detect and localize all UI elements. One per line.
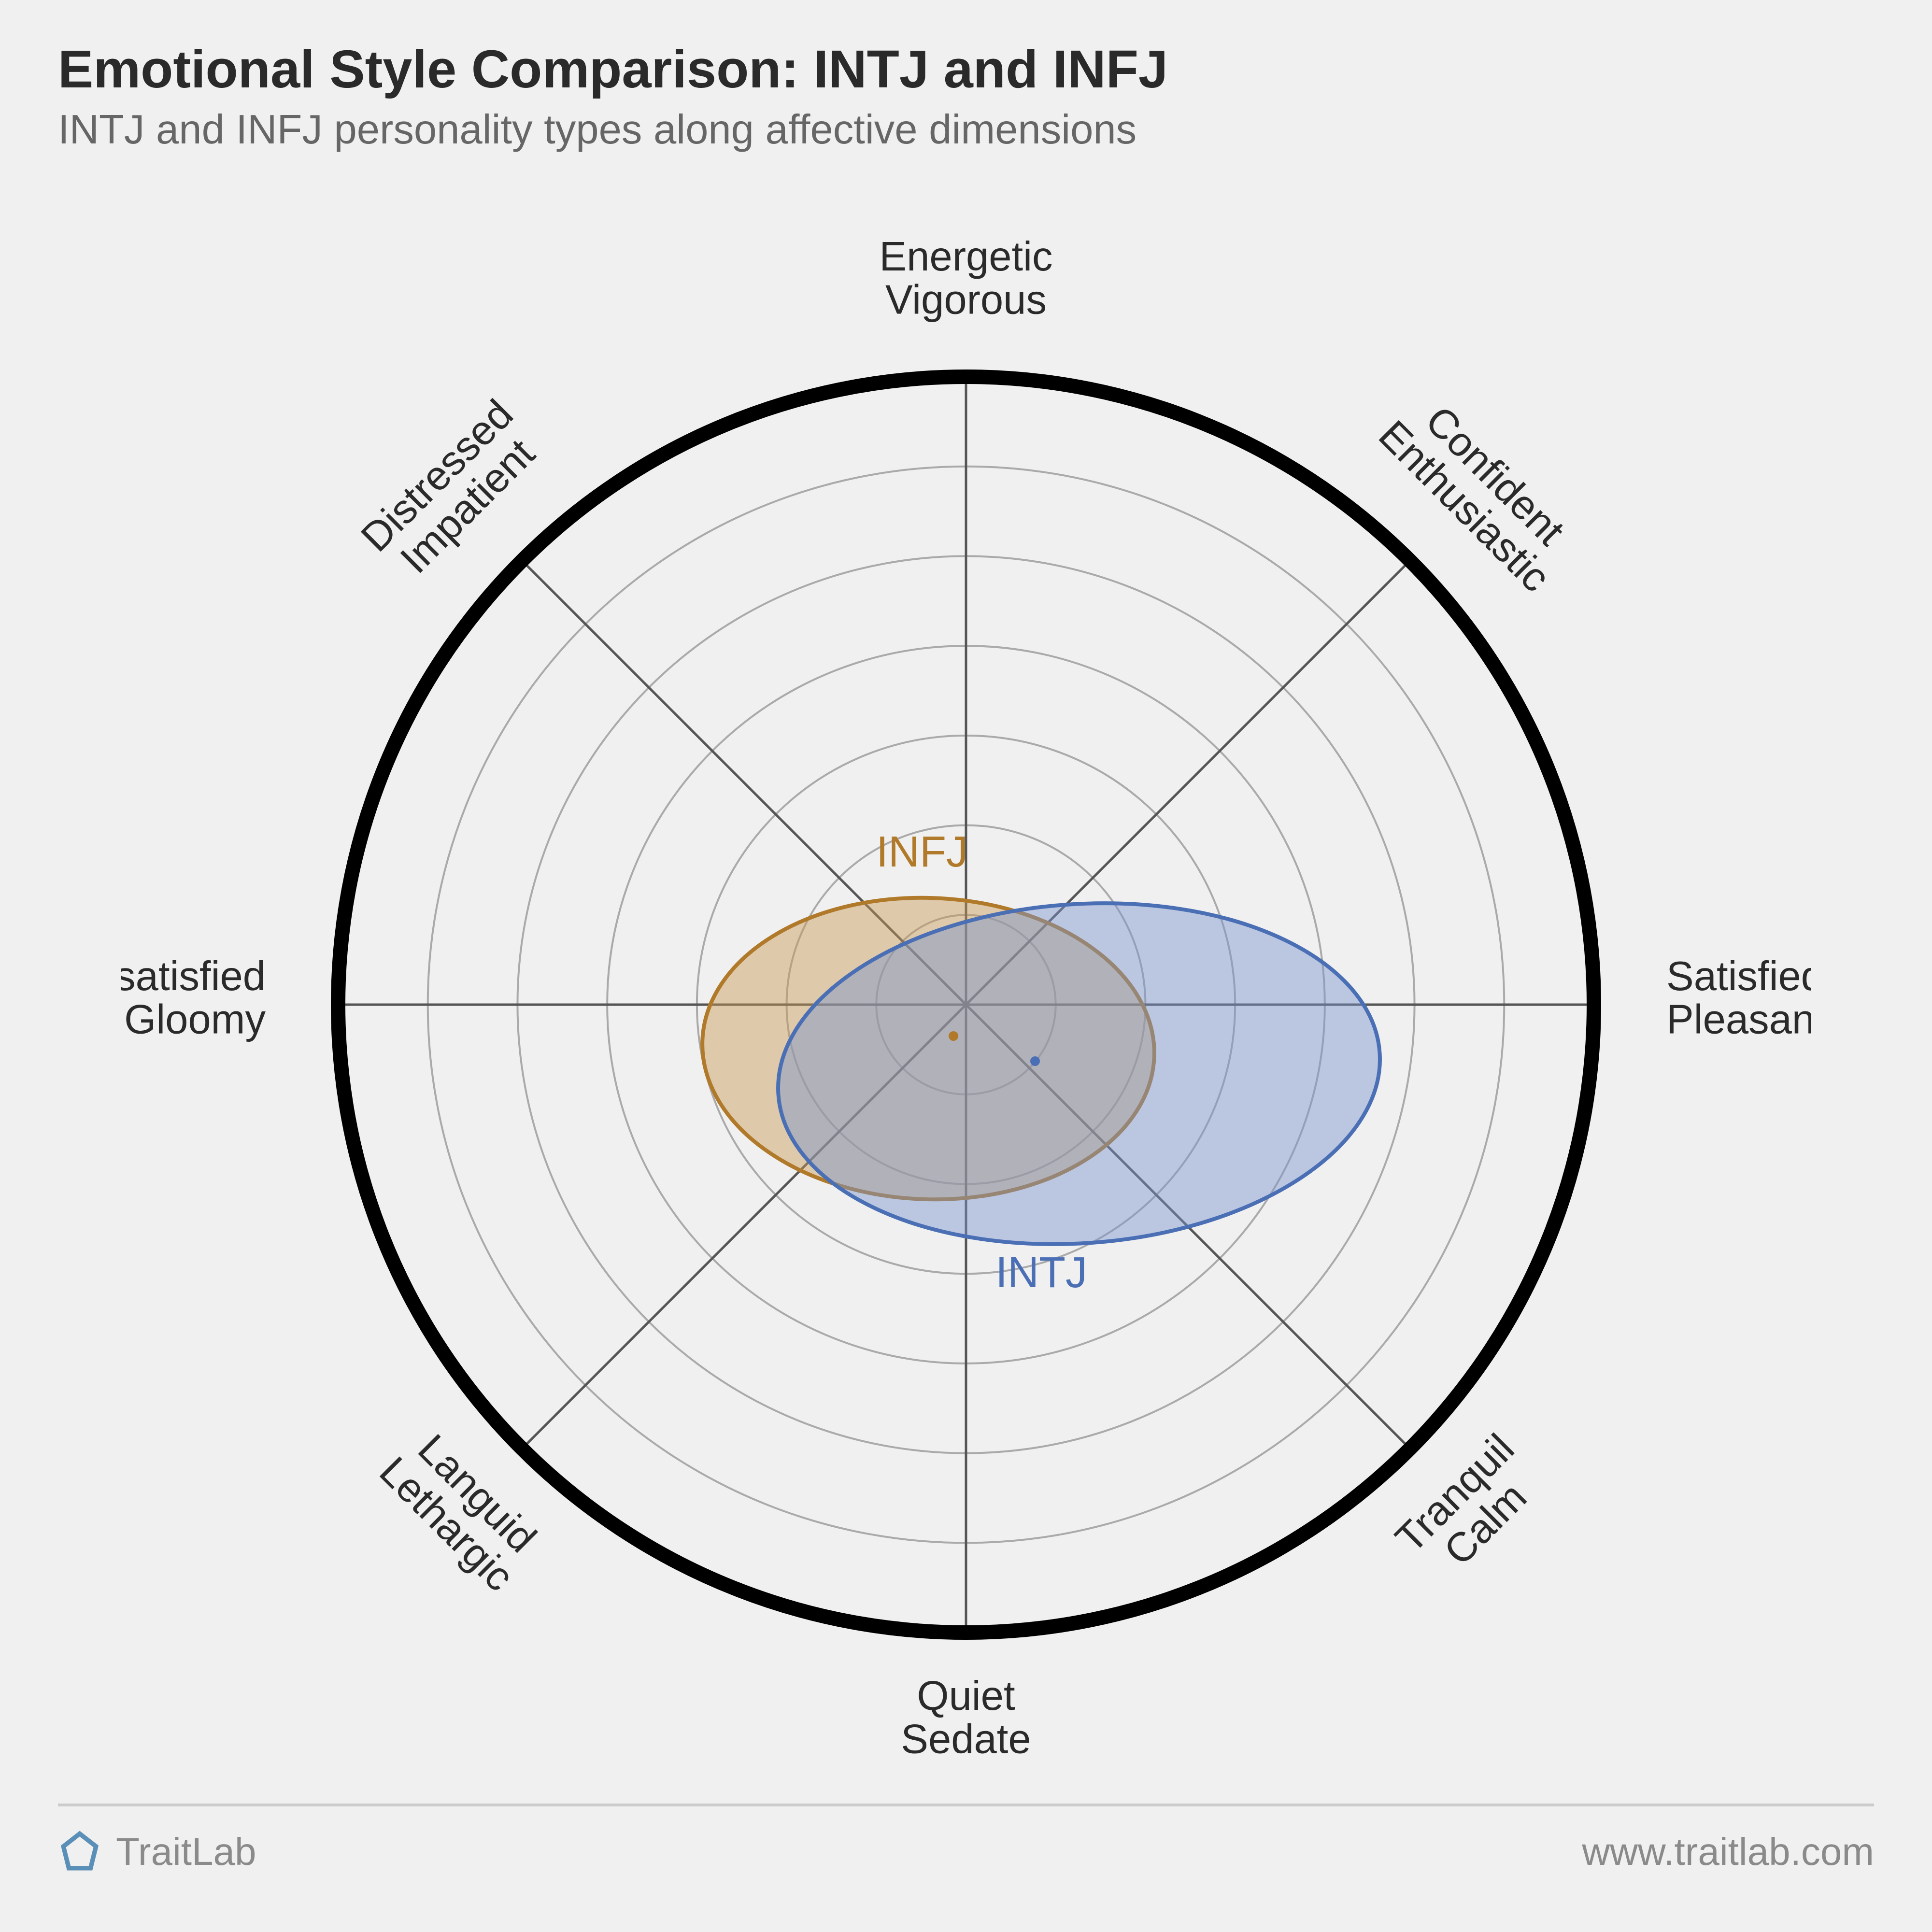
chart-subtitle: INTJ and INFJ personality types along af… [58,106,1136,154]
circumplex-chart: EnergeticVigorousConfidentEnthusiasticSa… [121,184,1811,1787]
chart-area: EnergeticVigorousConfidentEnthusiasticSa… [121,184,1811,1787]
series-label-infj: INFJ [876,828,968,876]
footer-divider [58,1804,1874,1806]
figure-container: Emotional Style Comparison: INTJ and INF… [0,0,1932,1932]
series-label-intj: INTJ [995,1249,1087,1297]
brand-logo-icon [58,1830,101,1874]
chart-title: Emotional Style Comparison: INTJ and INF… [58,39,1168,100]
axis-label: Quiet [917,1673,1015,1719]
axis-label: Dissatisfied [121,953,266,999]
axis-label: Gloomy [124,996,266,1042]
axis-label: Sedate [901,1716,1031,1762]
footer-url: www.traitlab.com [1582,1830,1874,1874]
footer-brand: TraitLab [58,1830,256,1874]
axis-label: Energetic [879,234,1052,280]
axis-label: Satisfied [1666,953,1811,999]
brand-name: TraitLab [116,1830,256,1874]
axis-label: Vigorous [885,277,1047,323]
axis-label: Pleasant [1666,996,1811,1042]
